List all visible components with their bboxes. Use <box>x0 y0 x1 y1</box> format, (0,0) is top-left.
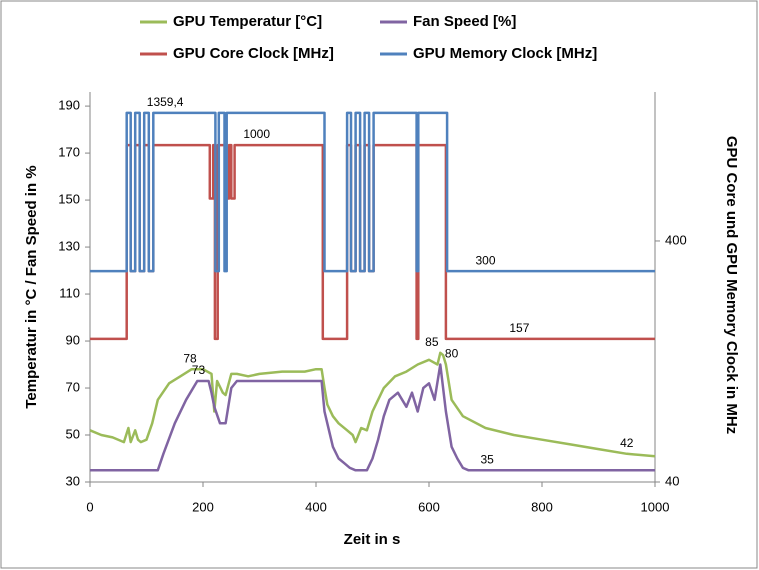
y-tick-label: 150 <box>58 192 80 207</box>
y-axis-title: Temperatur in °C / Fan Speed in % <box>23 165 40 408</box>
x-tick-label: 0 <box>86 499 93 514</box>
y2-axis-title: GPU Core und GPU Memory Clock in MHz <box>723 136 740 434</box>
x-tick-label: 800 <box>531 499 553 514</box>
x-tick-label: 200 <box>192 499 214 514</box>
y-tick-label: 130 <box>58 238 80 253</box>
y-tick-label: 70 <box>66 379 80 394</box>
series-line <box>90 363 655 472</box>
data-label: 73 <box>192 363 206 377</box>
data-label: 157 <box>509 321 529 335</box>
y-tick-label: 190 <box>58 98 80 113</box>
data-label: 300 <box>475 253 495 267</box>
data-label: 80 <box>445 347 459 361</box>
data-label: 35 <box>481 452 495 466</box>
legend-label: Fan Speed [%] <box>413 13 516 30</box>
y-tick-label: 110 <box>59 285 80 300</box>
series-line <box>89 351 656 458</box>
data-label: 42 <box>620 436 634 450</box>
y2-tick-label: 400 <box>665 232 687 247</box>
y-tick-label: 170 <box>58 145 80 160</box>
x-tick-label: 400 <box>305 499 327 514</box>
y-tick-label: 50 <box>66 426 80 441</box>
x-tick-label: 1000 <box>641 499 670 514</box>
data-label: 1000 <box>243 127 270 141</box>
y-tick-label: 90 <box>66 332 80 347</box>
y-tick-label: 30 <box>66 473 80 488</box>
data-label: 85 <box>425 335 439 349</box>
data-label: 78 <box>183 351 197 365</box>
y2-tick-label: 40 <box>665 473 679 488</box>
series-line <box>90 111 655 273</box>
legend-label: GPU Memory Clock [MHz] <box>413 45 597 62</box>
x-axis-title: Zeit in s <box>344 531 401 548</box>
data-label: 1359,4 <box>147 95 184 109</box>
legend-label: GPU Temperatur [°C] <box>173 13 322 30</box>
x-tick-label: 600 <box>418 499 440 514</box>
legend-label: GPU Core Clock [MHz] <box>173 45 334 62</box>
